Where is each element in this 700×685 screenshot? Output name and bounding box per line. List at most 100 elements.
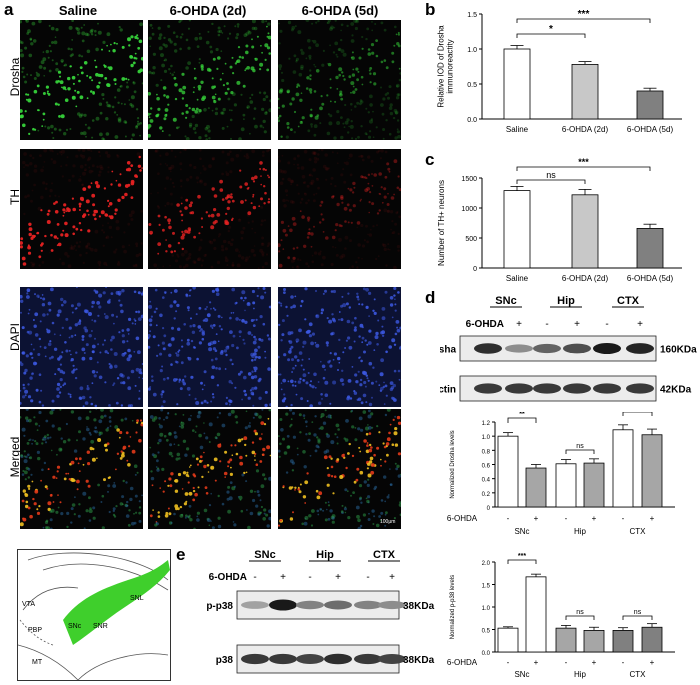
micrograph-speck [101,48,103,51]
micrograph-speck [77,462,80,465]
micrograph-speck [395,33,398,36]
micrograph-speck [175,457,179,461]
micrograph-speck [187,481,190,484]
micrograph-speck [232,312,235,314]
micrograph-speck [97,260,102,265]
micrograph-speck [109,409,114,413]
micrograph-speck [386,209,390,213]
micrograph-speck [170,291,173,294]
micrograph-speck [198,109,202,113]
micrograph-speck [174,435,178,439]
micrograph-speck [107,199,110,202]
micrograph-speck [154,150,158,153]
significance-bracket [565,615,595,620]
micrograph-speck [366,444,369,447]
micrograph-speck [256,490,260,494]
micrograph-speck [176,403,179,406]
micrograph-speck [179,210,182,213]
micrograph-speck [82,149,86,153]
schematic-label-pbp: PBP [28,627,42,634]
micrograph-speck [119,430,123,435]
micrograph-speck [230,409,235,414]
micrograph-speck [103,187,107,190]
micrograph-speck [224,91,228,95]
micrograph-speck [96,371,99,374]
micrograph-speck [162,327,165,330]
micrograph-merged-3 [278,409,401,529]
micrograph-speck [157,344,160,347]
micrograph-speck [80,55,84,58]
micrograph-speck [365,497,368,500]
micrograph-speck [393,398,397,402]
y-tick-label: 0 [487,506,491,512]
micrograph-speck [201,388,204,391]
micrograph-speck [168,222,171,225]
micrograph-speck [108,104,112,108]
micrograph-speck [59,334,62,336]
micrograph-speck [164,187,167,190]
micrograph-speck [292,411,295,415]
blot-name: p-p38 [206,601,233,612]
micrograph-speck [149,415,154,419]
micrograph-speck [357,518,361,523]
micrograph-speck [252,193,255,196]
micrograph-speck [242,84,246,88]
micrograph-speck [107,484,111,488]
micrograph-speck [208,240,212,243]
micrograph-speck [214,436,218,439]
micrograph-speck [77,112,81,116]
micrograph-speck [310,524,314,527]
micrograph-speck [313,372,317,377]
micrograph-speck [104,315,109,320]
micrograph-speck [254,412,258,416]
micrograph-speck [231,56,234,59]
micrograph-speck [161,63,165,68]
micrograph-speck [95,47,99,52]
micrograph-speck [98,264,101,267]
micrograph-speck [371,51,375,55]
micrograph-speck [155,83,159,87]
micrograph-speck [247,211,252,216]
micrograph-speck [56,470,59,473]
micrograph-speck [102,40,106,44]
micrograph-speck [354,88,358,91]
micrograph-speck [332,358,335,361]
micrograph-speck [27,395,32,399]
micrograph-speck [42,112,46,116]
micrograph-speck [371,202,375,206]
micrograph-speck [262,473,266,477]
micrograph-speck [253,375,258,379]
micrograph-speck [196,515,199,518]
micrograph-speck [53,333,56,336]
micrograph-speck [329,78,332,81]
micrograph-speck [218,325,222,328]
micrograph-speck [177,350,180,353]
micrograph-speck [72,225,76,229]
micrograph-speck [282,437,285,441]
micrograph-speck [96,165,99,169]
micrograph-speck [86,426,88,428]
micrograph-speck [393,193,395,196]
micrograph-speck [359,383,363,387]
blot-band [626,343,654,354]
micrograph-speck [228,32,232,35]
micrograph-speck [302,450,306,454]
micrograph-speck [321,218,325,221]
micrograph-speck [171,181,175,185]
micrograph-speck [47,301,52,306]
micrograph-speck [227,485,231,489]
micrograph-speck [224,368,227,370]
micrograph-speck [330,262,334,267]
micrograph-speck [338,318,340,321]
micrograph-speck [167,244,172,248]
micrograph-speck [185,473,189,477]
blot-band [505,383,533,394]
micrograph-speck [252,180,256,183]
micrograph-speck [304,287,308,291]
micrograph-speck [191,114,195,119]
micrograph-speck [291,358,294,362]
micrograph-speck [60,153,63,156]
micrograph-speck [174,83,178,87]
micrograph-speck [253,366,258,371]
micrograph-speck [269,403,271,407]
